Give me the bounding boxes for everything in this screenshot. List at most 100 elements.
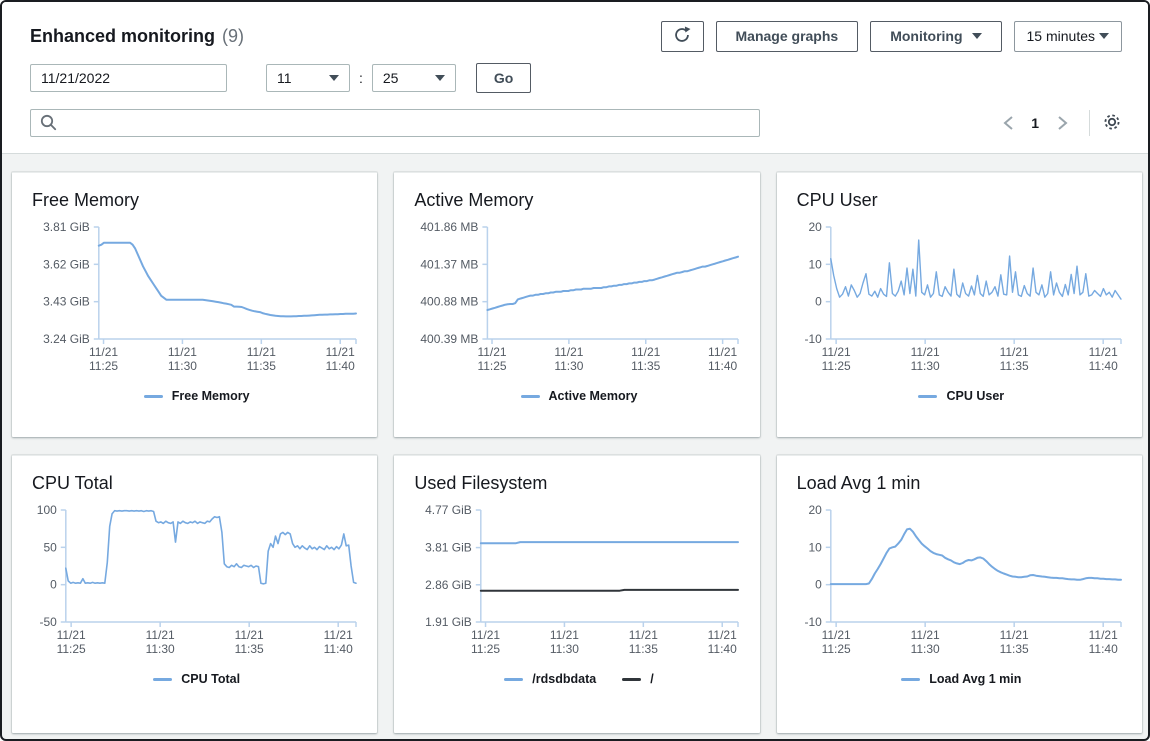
chart-card-free-memory: Free Memory 3.81 GiB 3.62 GiB 3.43 GiB 3.24 … xyxy=(12,172,378,437)
svg-text:20: 20 xyxy=(808,503,822,517)
legend-label: CPU Total xyxy=(181,672,241,686)
legend-line-swatch xyxy=(143,394,163,398)
previous-page-button[interactable] xyxy=(995,110,1021,136)
chart-legend: CPU User xyxy=(797,389,1126,403)
pagination: 1 xyxy=(995,110,1122,136)
chart-title: CPU User xyxy=(796,190,878,210)
legend-label: CPU User xyxy=(946,389,1005,403)
page-title: Enhanced monitoring xyxy=(30,25,216,46)
svg-text:401.37 MB: 401.37 MB xyxy=(421,257,479,271)
time-controls: 11 : 25 Go xyxy=(30,63,1122,93)
legend-item: CPU User xyxy=(918,389,1004,403)
svg-text:0: 0 xyxy=(815,578,822,592)
divider xyxy=(1089,110,1090,136)
legend-label: /rdsdbdata xyxy=(532,672,597,686)
legend-line-swatch xyxy=(901,677,921,681)
svg-text:0: 0 xyxy=(50,578,57,592)
chart-card-used-filesystem: Used Filesystem 4.77 GiB 3.81 GiB 2.86 GiB 1… xyxy=(394,455,760,733)
svg-text:4.77 GiB: 4.77 GiB xyxy=(425,503,472,517)
time-range-dropdown[interactable]: 15 minutes xyxy=(1013,20,1122,52)
refresh-button[interactable] xyxy=(660,20,704,52)
charts-grid: Free Memory 3.81 GiB 3.62 GiB 3.43 GiB 3.24 … xyxy=(2,154,1148,737)
svg-text:-50: -50 xyxy=(39,615,57,629)
svg-text:1.91 GiB: 1.91 GiB xyxy=(425,615,472,629)
chart-card-load-avg-1-min: Load Avg 1 min 20 10 0 -10 11/21 11:25 11/21 11:… xyxy=(776,455,1142,733)
legend-line-swatch xyxy=(622,677,642,681)
svg-text:400.39 MB: 400.39 MB xyxy=(421,332,479,346)
date-input[interactable] xyxy=(30,64,227,92)
legend-item: / xyxy=(622,672,654,686)
search-box xyxy=(30,109,760,137)
chevron-down-icon xyxy=(434,75,445,81)
chart-title: CPU Total xyxy=(32,473,113,493)
monitoring-dropdown[interactable]: Monitoring xyxy=(870,20,1002,52)
time-separator: : xyxy=(359,70,363,86)
legend-item: /rdsdbdata xyxy=(504,672,596,686)
refresh-icon xyxy=(673,26,691,47)
chart-title: Active Memory xyxy=(414,190,534,210)
chart-title: Free Memory xyxy=(32,190,140,210)
svg-text:50: 50 xyxy=(43,540,57,554)
svg-text:3.81 GiB: 3.81 GiB xyxy=(43,220,90,234)
svg-text:100: 100 xyxy=(37,503,57,517)
chart-legend: Load Avg 1 min xyxy=(797,672,1126,686)
next-page-button[interactable] xyxy=(1049,110,1075,136)
header: Enhanced monitoring (9) Manage graphs xyxy=(2,2,1148,154)
page-title-group: Enhanced monitoring (9) xyxy=(30,26,244,47)
chevron-down-icon xyxy=(1099,33,1109,39)
search-icon xyxy=(40,114,57,136)
svg-text:401.86 MB: 401.86 MB xyxy=(421,220,479,234)
svg-text:3.62 GiB: 3.62 GiB xyxy=(43,257,90,271)
legend-label: / xyxy=(650,672,654,686)
chart-legend: Free Memory xyxy=(32,389,361,403)
legend-line-swatch xyxy=(918,394,938,398)
legend-item: Load Avg 1 min xyxy=(901,672,1021,686)
svg-text:3.81 GiB: 3.81 GiB xyxy=(425,541,472,555)
legend-label: Active Memory xyxy=(548,389,638,403)
chevron-down-icon xyxy=(971,33,982,39)
chart-title: Used Filesystem xyxy=(414,473,548,493)
legend-label: Free Memory xyxy=(171,389,250,403)
chart-legend: CPU Total xyxy=(32,672,361,686)
page-number: 1 xyxy=(1031,115,1039,131)
legend-item: Active Memory xyxy=(520,389,638,403)
minute-select[interactable]: 25 xyxy=(371,64,456,92)
chart-card-cpu-total: CPU Total 100 50 0 -50 11/21 11:25 11/21 11:30 11… xyxy=(12,455,378,733)
search-input[interactable] xyxy=(30,109,760,137)
go-button[interactable]: Go xyxy=(475,63,532,93)
settings-button[interactable] xyxy=(1102,112,1122,135)
svg-text:-10: -10 xyxy=(804,332,822,346)
chart-card-active-memory: Active Memory 401.86 MB 401.37 MB 400.88 MB… xyxy=(394,172,760,437)
svg-text:-10: -10 xyxy=(804,615,822,629)
svg-text:3.43 GiB: 3.43 GiB xyxy=(43,295,90,309)
svg-text:400.88 MB: 400.88 MB xyxy=(421,295,479,309)
header-actions: Manage graphs Monitoring 15 minutes xyxy=(660,20,1122,52)
manage-graphs-button[interactable]: Manage graphs xyxy=(715,20,859,52)
hour-select[interactable]: 11 xyxy=(266,64,350,92)
legend-line-swatch xyxy=(504,677,524,681)
svg-text:2.86 GiB: 2.86 GiB xyxy=(425,578,472,592)
